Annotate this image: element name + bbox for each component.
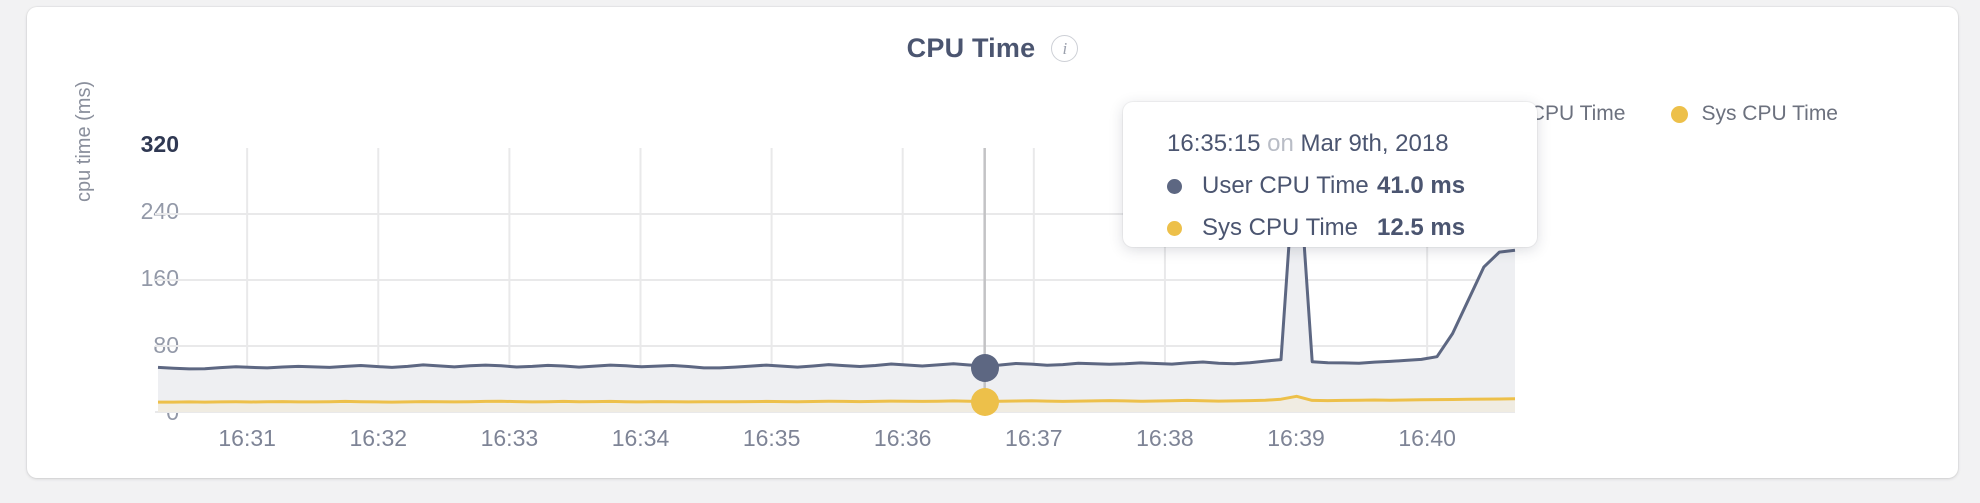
chart-header: CPU Time i xyxy=(27,33,1958,64)
x-tick-16-37: 16:37 xyxy=(1005,425,1063,451)
x-tick-16-34: 16:34 xyxy=(611,425,670,451)
tooltip-date: Mar 9th, 2018 xyxy=(1300,130,1449,157)
y-tick-160: 160 xyxy=(140,265,179,291)
chart-card: CPU Time i User CPU Time Sys CPU Time cp… xyxy=(27,7,1958,478)
x-tick-16-39: 16:39 xyxy=(1267,425,1325,451)
x-tick-16-33: 16:33 xyxy=(480,425,539,451)
tooltip-timestamp: 16:35:15 on Mar 9th, 2018 xyxy=(1167,130,1537,158)
chart-plot-area[interactable] xyxy=(27,7,1958,478)
x-tick-16-36: 16:36 xyxy=(873,425,932,451)
y-tick-320: 320 xyxy=(140,131,179,157)
tooltip-on: on xyxy=(1267,130,1294,157)
tooltip-label-sys: Sys CPU Time xyxy=(1202,214,1359,241)
y-tick-240: 240 xyxy=(140,198,179,224)
x-tick-16-38: 16:38 xyxy=(1136,425,1194,451)
info-icon[interactable]: i xyxy=(1051,35,1079,62)
tooltip-value-user: 41.0 ms xyxy=(1377,172,1466,199)
x-tick-16-35: 16:35 xyxy=(742,425,801,451)
tooltip-value-sys: 12.5 ms xyxy=(1377,214,1466,241)
x-tick-16-31: 16:31 xyxy=(218,425,276,451)
legend-item-sys-cpu-time[interactable]: Sys CPU Time xyxy=(1671,102,1838,126)
tooltip-time: 16:35:15 xyxy=(1167,130,1261,157)
tooltip-label-user: User CPU Time xyxy=(1202,172,1369,199)
x-tick-16-32: 16:32 xyxy=(349,425,408,451)
legend-label-sys: Sys CPU Time xyxy=(1701,102,1838,125)
page-title: CPU Time xyxy=(906,33,1036,63)
chart-tooltip: 16:35:15 on Mar 9th, 2018 User CPU Time … xyxy=(1123,102,1537,247)
marker-user-cpu xyxy=(970,353,999,382)
x-tick-16-40: 16:40 xyxy=(1398,425,1456,451)
marker-sys-cpu xyxy=(970,387,999,416)
chart-series-areas xyxy=(158,134,1515,412)
legend-dot-sys-icon xyxy=(1671,105,1689,123)
tooltip-row-sys: Sys CPU Time 12.5 ms xyxy=(1167,214,1537,242)
tooltip-row-user: User CPU Time 41.0 ms xyxy=(1167,172,1537,200)
tooltip-dot-user-icon xyxy=(1167,178,1182,194)
tooltip-dot-sys-icon xyxy=(1167,220,1182,236)
